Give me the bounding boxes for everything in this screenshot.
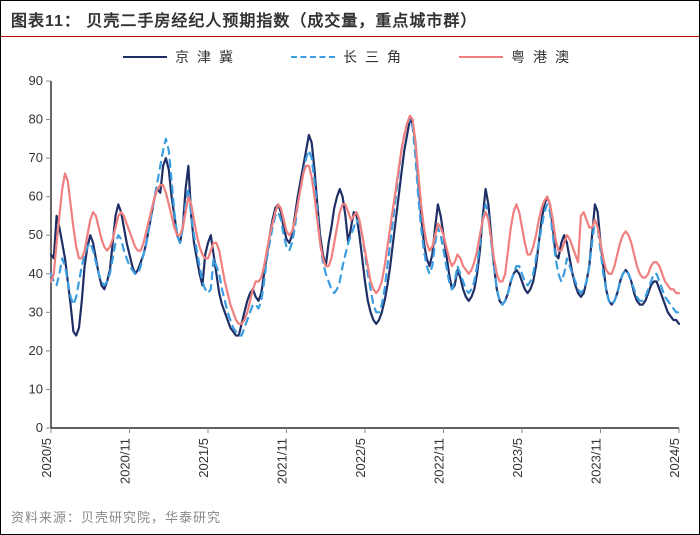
series-line [51, 120, 679, 336]
chart-title: 图表11： 贝壳二手房经纪人预期指数（成交量，重点城市群） [11, 7, 477, 31]
y-tick-label: 80 [29, 112, 43, 127]
series-line [51, 120, 679, 336]
y-tick-label: 30 [29, 304, 43, 319]
x-tick-label: 2022/5 [353, 438, 368, 478]
chart-card: 图表11： 贝壳二手房经纪人预期指数（成交量，重点城市群） 京津冀长三角粤港澳 … [0, 0, 700, 535]
y-tick-label: 70 [29, 150, 43, 165]
x-tick-label: 2020/5 [39, 438, 54, 478]
chart-svg: 0 10 20 30 40 50 60 70 80 90 2020/5 2020/11 2021/5 20… [11, 73, 689, 494]
y-tick-label: 90 [29, 73, 43, 88]
source-footer: 资料来源：贝壳研究院，华泰研究 [11, 507, 221, 526]
title-bar: 图表11： 贝壳二手房经纪人预期指数（成交量，重点城市群） [1, 1, 699, 37]
legend-swatch [459, 56, 503, 58]
legend-label: 京津冀 [175, 47, 241, 67]
plot-area: 0 10 20 30 40 50 60 70 80 90 2020/5 2020/11 2021/5 20… [11, 73, 689, 494]
legend-swatch [123, 56, 167, 58]
x-tick-label: 2023/5 [510, 438, 525, 478]
x-tick-label: 2021/5 [196, 438, 211, 478]
y-tick-label: 50 [29, 227, 43, 242]
legend: 京津冀 长三角 粤港澳 [1, 37, 699, 71]
x-tick-label: 2021/11 [275, 438, 290, 484]
x-tick-label: 2023/11 [589, 438, 604, 484]
y-tick-label: 20 [29, 343, 43, 358]
y-tick-label: 60 [29, 189, 43, 204]
legend-item: 粤港澳 [459, 47, 577, 67]
legend-label: 长三角 [343, 47, 409, 67]
legend-item: 京津冀 [123, 47, 241, 67]
x-tick-label: 2024/5 [667, 438, 682, 478]
x-tick-label: 2020/11 [118, 438, 133, 484]
legend-swatch [291, 56, 335, 58]
y-tick-label: 40 [29, 266, 43, 281]
y-tick-label: 0 [36, 420, 43, 435]
x-tick-label: 2022/11 [432, 438, 447, 484]
y-tick-label: 10 [29, 381, 43, 396]
legend-item: 长三角 [291, 47, 409, 67]
legend-label: 粤港澳 [511, 47, 577, 67]
